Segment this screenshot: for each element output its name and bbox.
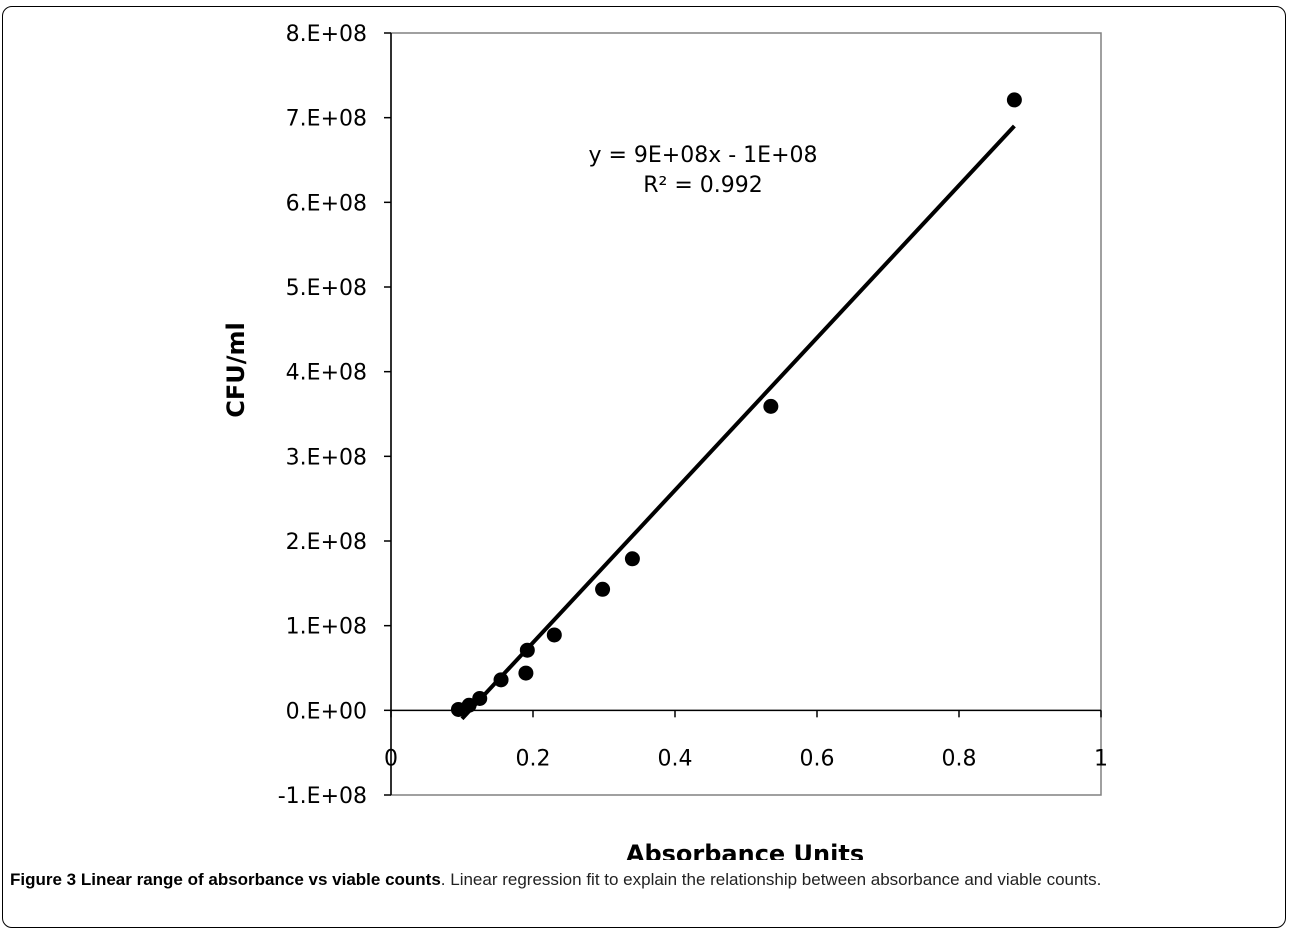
data-point bbox=[624, 551, 640, 567]
scatter-chart: -1.E+08 0.E+00 1.E+08 2.E+08 3.E+08 4.E+08 5.E… bbox=[222, 22, 1108, 860]
data-points bbox=[450, 92, 1022, 717]
r-squared-label: R² = 0.992 bbox=[643, 173, 763, 198]
y-tick-label: 8.E+08 bbox=[286, 22, 367, 47]
trendline-path bbox=[460, 124, 1016, 721]
data-point bbox=[519, 642, 535, 658]
trendline bbox=[460, 124, 1016, 721]
x-tick-label: 0.6 bbox=[800, 746, 835, 771]
y-tick-label: 2.E+08 bbox=[286, 530, 367, 555]
caption-label: Figure 3 Linear range of absorbance vs v… bbox=[10, 870, 441, 889]
data-point bbox=[518, 665, 534, 681]
x-tick-label: 1 bbox=[1094, 746, 1108, 771]
y-tick-label: 6.E+08 bbox=[286, 191, 367, 216]
data-point bbox=[1006, 92, 1022, 108]
y-tick-label: 7.E+08 bbox=[286, 107, 367, 132]
data-point bbox=[763, 398, 779, 414]
data-point bbox=[461, 697, 477, 713]
x-tick-label: 0 bbox=[384, 746, 398, 771]
y-axis-title: CFU/ml bbox=[222, 322, 250, 418]
y-tick-label: 5.E+08 bbox=[286, 276, 367, 301]
y-tick-label: -1.E+08 bbox=[278, 784, 367, 809]
tick-labels: -1.E+08 0.E+00 1.E+08 2.E+08 3.E+08 4.E+08 5.E… bbox=[278, 22, 1108, 809]
y-tick-label: 4.E+08 bbox=[286, 361, 367, 386]
data-point bbox=[595, 581, 611, 597]
figure-frame bbox=[2, 6, 1286, 928]
y-tick-label: 3.E+08 bbox=[286, 445, 367, 470]
data-point bbox=[546, 627, 562, 643]
caption-text: . Linear regression fit to explain the r… bbox=[440, 870, 1102, 889]
chart-axes bbox=[384, 32, 1102, 796]
x-tick-label: 0.8 bbox=[942, 746, 977, 771]
figure-caption: Figure 3 Linear range of absorbance vs v… bbox=[10, 868, 1278, 891]
data-point bbox=[472, 690, 488, 706]
x-tick-label: 0.4 bbox=[658, 746, 693, 771]
x-tick-label: 0.2 bbox=[516, 746, 551, 771]
y-tick-label: 1.E+08 bbox=[286, 615, 367, 640]
y-tick-label: 0.E+00 bbox=[286, 699, 367, 724]
data-point bbox=[493, 672, 509, 688]
x-axis-title: Absorbance Units bbox=[626, 840, 864, 860]
trendline-equation: y = 9E+08x - 1E+08 bbox=[588, 143, 817, 168]
